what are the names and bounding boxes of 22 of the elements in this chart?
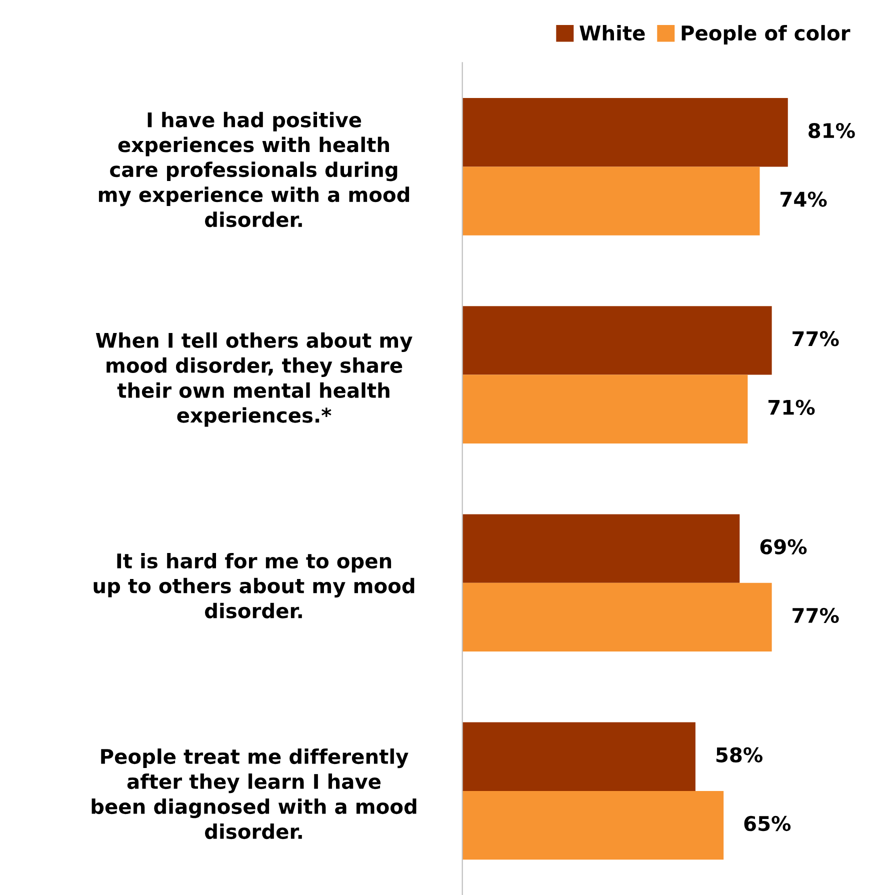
bar (462, 98, 788, 167)
data-label: 65% (744, 816, 791, 832)
y-tick-label: It is hard for me to open up to others about my mood disorder. (94, 552, 414, 618)
data-label: 77% (792, 608, 839, 624)
bar (462, 722, 696, 791)
y-tick-label: People treat me differently after they learn I have been diagnosed with a mood disorder. (92, 748, 416, 840)
data-label: 77% (792, 331, 839, 346)
bar (462, 374, 748, 444)
y-tick-label: When I tell others about my mood disorder, they share their own mental health experiences.* (96, 332, 412, 427)
bar (462, 790, 724, 860)
legend-label: People of color (682, 25, 850, 45)
bar (462, 514, 740, 583)
data-label: 58% (716, 747, 762, 762)
legend-label: White (580, 25, 645, 41)
bar (462, 582, 772, 652)
bar (462, 306, 772, 375)
bar (462, 166, 760, 236)
data-label: 81% (808, 122, 855, 138)
data-label: 69% (760, 539, 807, 554)
data-label: 71% (768, 400, 815, 415)
y-tick-label: I have had positive experiences with health care professionals during my experience with a mood disorder. (98, 112, 410, 228)
data-label: 74% (780, 192, 827, 207)
